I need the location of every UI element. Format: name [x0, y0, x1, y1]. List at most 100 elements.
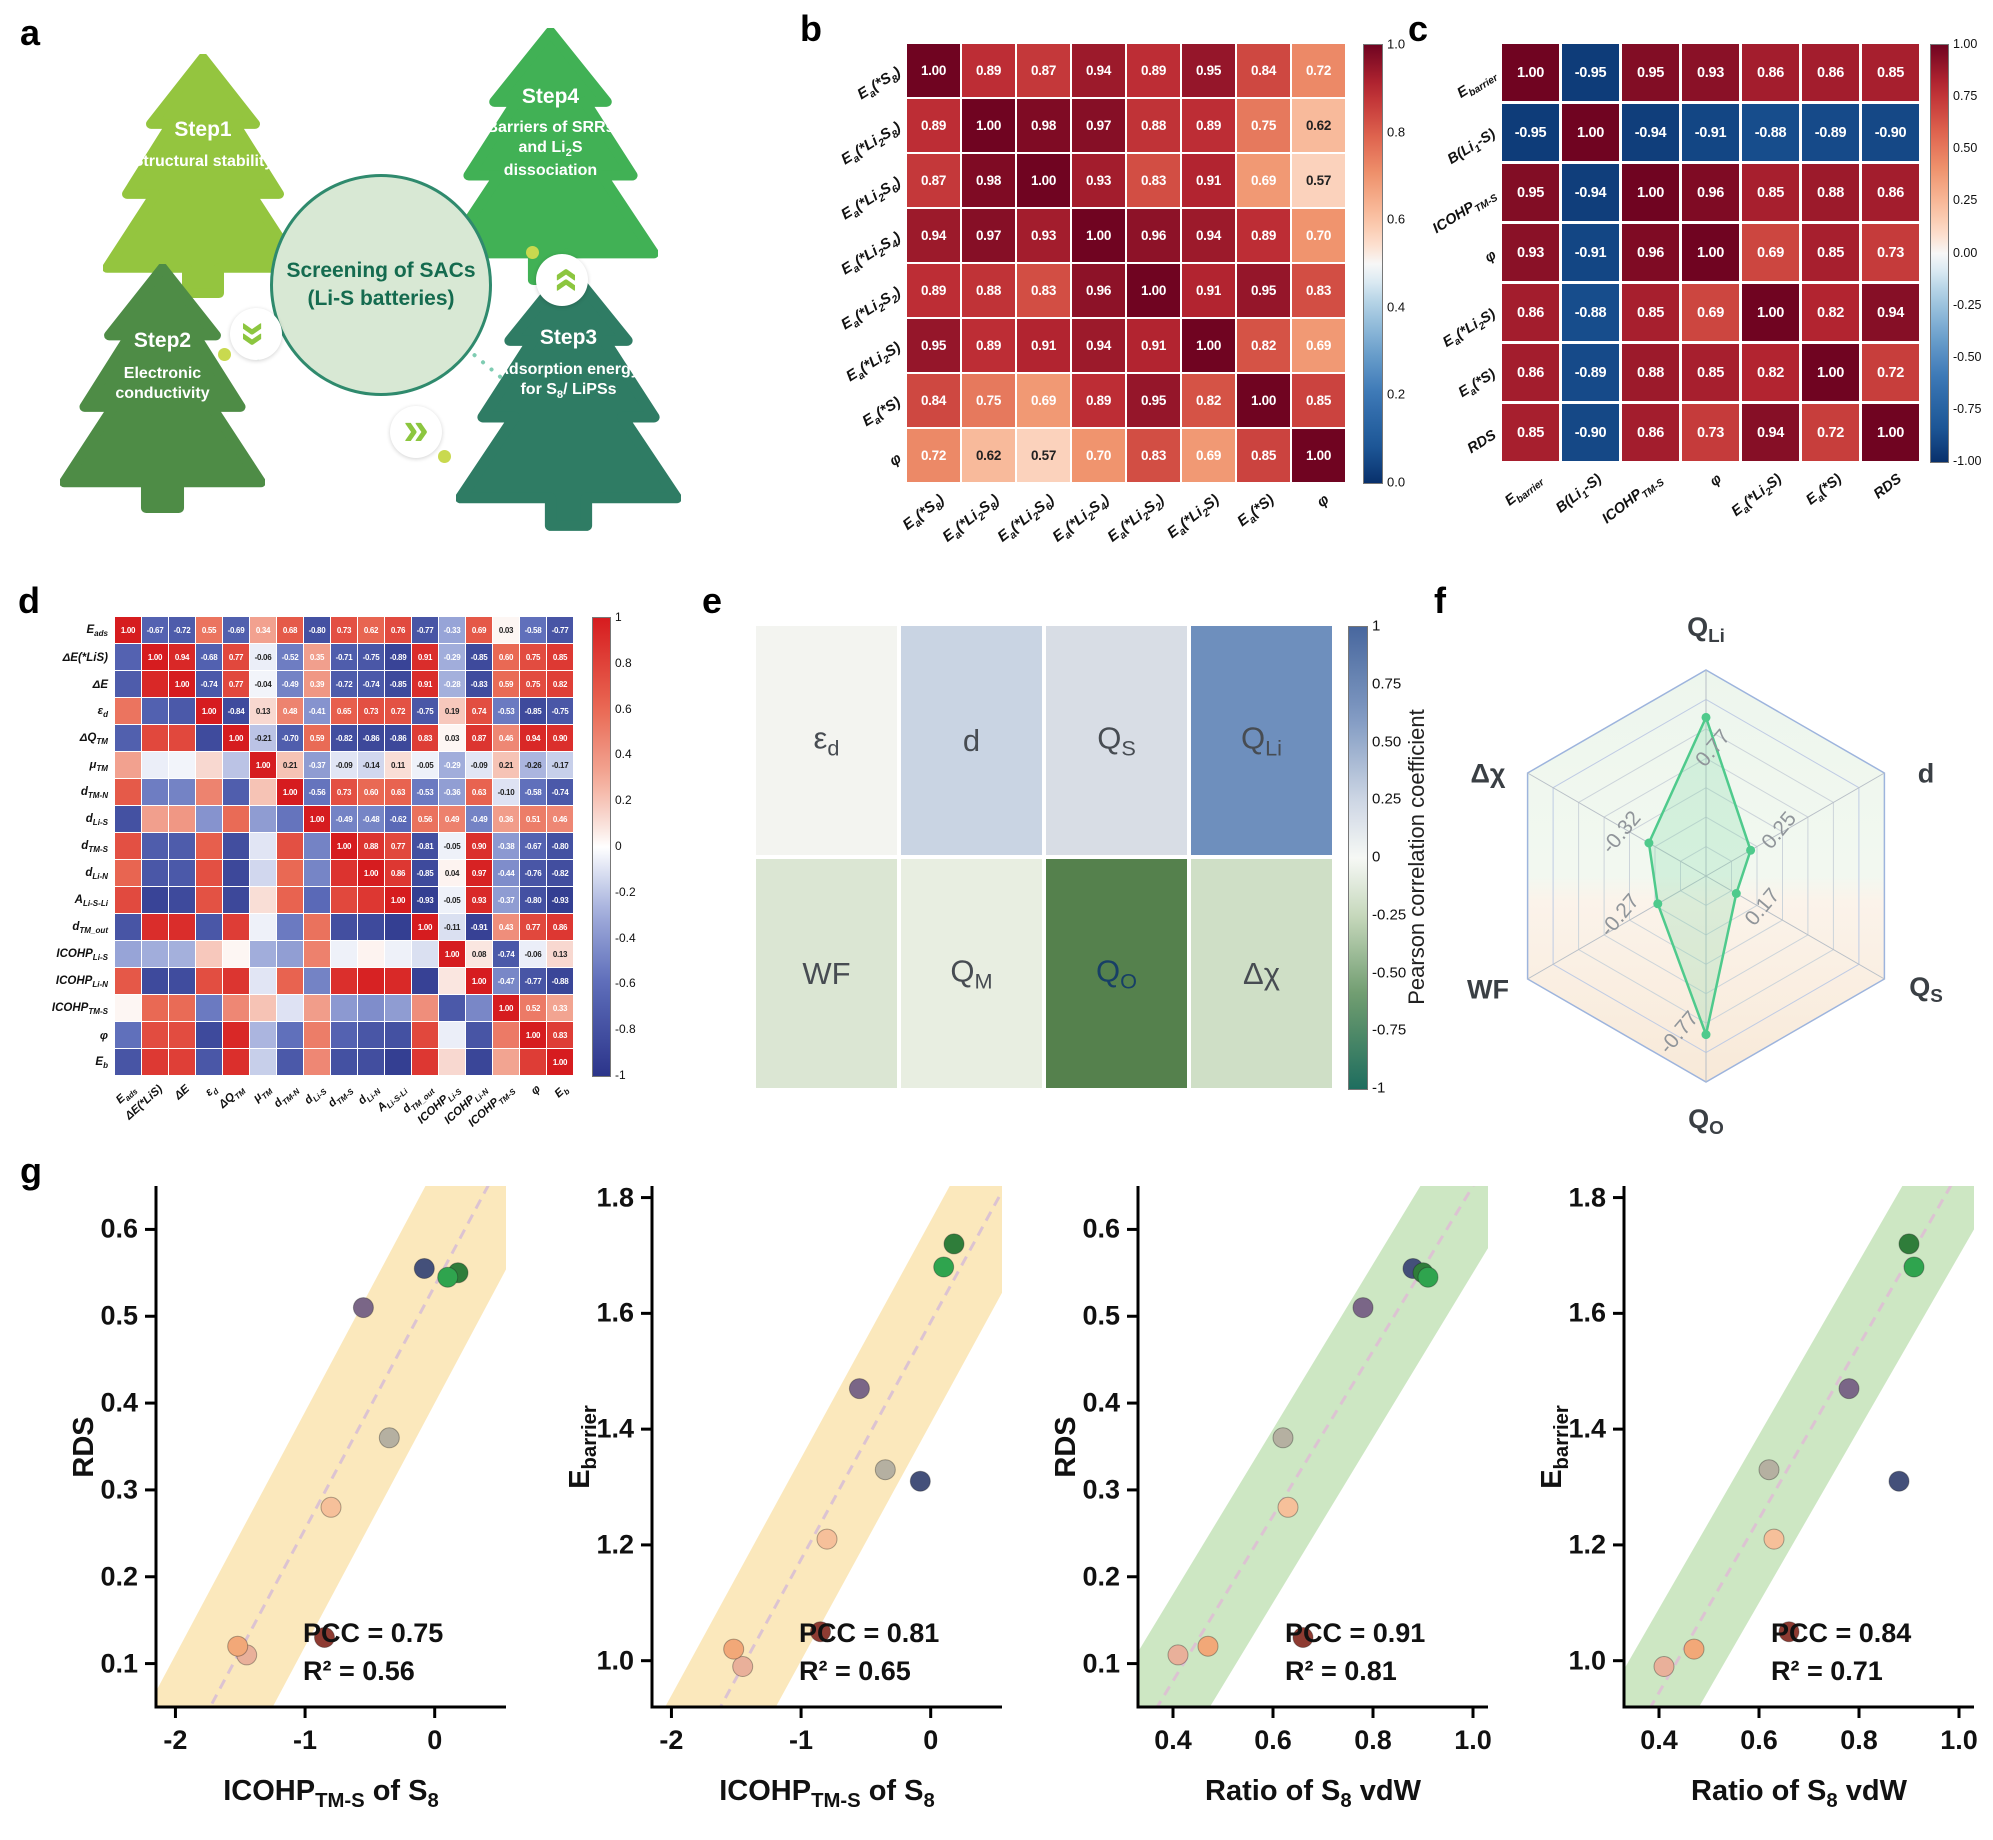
- data-point: [1778, 1621, 1800, 1643]
- heatmap-cell: -0.91: [466, 914, 492, 940]
- heatmap-cell: [250, 914, 276, 940]
- heatmap-cell: [304, 1049, 330, 1075]
- heatmap-cell: 1.00: [1237, 374, 1290, 427]
- heatmap-cell: 0.11: [385, 752, 411, 778]
- stats-annotation: PCC = 0.91 R² = 0.81: [1285, 1615, 1425, 1691]
- heatmap-cell: 0.35: [304, 644, 330, 670]
- heatmap-cell: -0.93: [547, 887, 573, 913]
- hub-title: Screening of SACs: [286, 258, 476, 282]
- heatmap-row-label: ICOHPTM-S: [51, 1001, 108, 1016]
- heatmap-cell: -0.58: [520, 617, 546, 643]
- y-tick-label: 0.5: [100, 1300, 138, 1331]
- heatmap-cell: 0.75: [520, 644, 546, 670]
- heatmap-cell: [304, 1022, 330, 1048]
- feature-label: WF: [802, 955, 851, 991]
- heatmap-cell: 0.85: [1502, 404, 1559, 461]
- heatmap-cell: -0.67: [520, 833, 546, 859]
- heatmap-cell: 0.63: [466, 779, 492, 805]
- heatmap-cell: [358, 941, 384, 967]
- heatmap-cell: 0.96: [1127, 209, 1180, 262]
- heatmap-cell: [277, 1049, 303, 1075]
- colorbar: [1930, 44, 1949, 463]
- heatmap-col-label: Ea(*Li2S2): [1104, 491, 1168, 546]
- heatmap-cell: [412, 941, 438, 967]
- heatmap-cell: [466, 995, 492, 1021]
- y-tick-label: 0.4: [1082, 1387, 1120, 1418]
- y-tick-label: 0.3: [100, 1474, 138, 1505]
- feature-label: QM: [950, 952, 993, 994]
- step-desc: Structural stability: [132, 153, 274, 170]
- heatmap-row-label: dTM_out: [72, 920, 108, 935]
- radar-axis-label: d: [1917, 758, 1935, 789]
- radar-vertex-dot: [1746, 845, 1756, 855]
- colorbar: [1348, 626, 1368, 1090]
- heatmap-cell: [277, 806, 303, 832]
- heatmap-cell: 1.00: [304, 806, 330, 832]
- decorative-dot: [438, 450, 451, 463]
- colorbar: [1363, 44, 1383, 484]
- colorbar-tick: 1.0: [1387, 36, 1406, 52]
- heatmap-cell: -0.72: [331, 671, 357, 697]
- scatter-svg: [145, 1186, 506, 1718]
- heatmap-cell: -0.80: [547, 833, 573, 859]
- feature-cell: QO: [1046, 859, 1187, 1088]
- heatmap-row-label: ALi-S-Li: [74, 893, 108, 908]
- y-tick-label: 0.5: [1082, 1300, 1120, 1331]
- heatmap-cell: [115, 752, 141, 778]
- heatmap-cell: [223, 833, 249, 859]
- heatmap-cell: [304, 860, 330, 886]
- heatmap-cell: 0.87: [466, 725, 492, 751]
- heatmap-cell: 0.93: [466, 887, 492, 913]
- heatmap-cell: -0.94: [1622, 104, 1679, 161]
- heatmap-cell: [142, 914, 168, 940]
- heatmap-col-label: φ: [528, 1083, 543, 1098]
- heatmap-cell: 0.94: [1072, 44, 1125, 97]
- y-tick-label: 0.3: [1082, 1474, 1120, 1505]
- heatmap-cell: [196, 806, 222, 832]
- heatmap-cell: [169, 941, 195, 967]
- heatmap-cell: 0.83: [547, 1022, 573, 1048]
- heatmap-row-label: φ: [99, 1029, 108, 1042]
- correlation-heatmap-descriptors: 1.00 -0.67 -0.72 0.55 -0.69 0.34 0.68 -0.80 0.73…: [15, 585, 687, 1170]
- heatmap-cell: [385, 968, 411, 994]
- feature-cell: εd: [756, 626, 897, 855]
- heatmap-row-label: Eb: [95, 1055, 108, 1070]
- heatmap-cell: -0.93: [412, 887, 438, 913]
- heatmap-cell: [304, 995, 330, 1021]
- heatmap-cell: 0.69: [1292, 319, 1345, 372]
- heatmap-cell: [250, 833, 276, 859]
- heatmap-cell: -0.11: [439, 914, 465, 940]
- heatmap-cell: 1.00: [169, 671, 195, 697]
- heatmap-cell: -0.90: [1562, 404, 1619, 461]
- heatmap-cell: 0.69: [1017, 374, 1070, 427]
- y-tick-label: 1.6: [596, 1297, 634, 1328]
- heatmap-cell: 0.86: [1802, 44, 1859, 101]
- stats-annotation: PCC = 0.81 R² = 0.65: [799, 1615, 939, 1691]
- heatmap-cell: 0.94: [907, 209, 960, 262]
- heatmap-cell: 0.84: [1237, 44, 1290, 97]
- heatmap-cell: 0.88: [962, 264, 1015, 317]
- colorbar-tick: 0.2: [1387, 386, 1406, 402]
- heatmap-cell: 0.13: [250, 698, 276, 724]
- heatmap-cell: -0.09: [331, 752, 357, 778]
- colorbar-tick: 0.25: [1953, 193, 1978, 208]
- heatmap-cell: -0.95: [1562, 44, 1619, 101]
- heatmap-cell: 1.00: [1682, 224, 1739, 281]
- heatmap-cell: [142, 941, 168, 967]
- heatmap-cell: -0.74: [547, 779, 573, 805]
- heatmap-cell: -0.88: [1742, 104, 1799, 161]
- heatmap-cell: 1.00: [1292, 429, 1345, 482]
- heatmap-cell: 0.83: [1127, 429, 1180, 482]
- x-tick-label: 0: [923, 1725, 939, 1755]
- heatmap-cell: 1.00: [547, 1049, 573, 1075]
- y-tick-label: 1.4: [1568, 1413, 1606, 1444]
- data-point: [378, 1427, 400, 1449]
- heatmap-cell: [358, 887, 384, 913]
- heatmap-cell: -0.49: [331, 806, 357, 832]
- x-tick-label: 0.8: [1354, 1725, 1392, 1755]
- heatmap-cell: 1.00: [223, 725, 249, 751]
- heatmap-cell: 0.94: [1182, 209, 1235, 262]
- heatmap-cell: -0.04: [250, 671, 276, 697]
- heatmap-cell: 0.94: [1742, 404, 1799, 461]
- data-point: [1763, 1528, 1785, 1550]
